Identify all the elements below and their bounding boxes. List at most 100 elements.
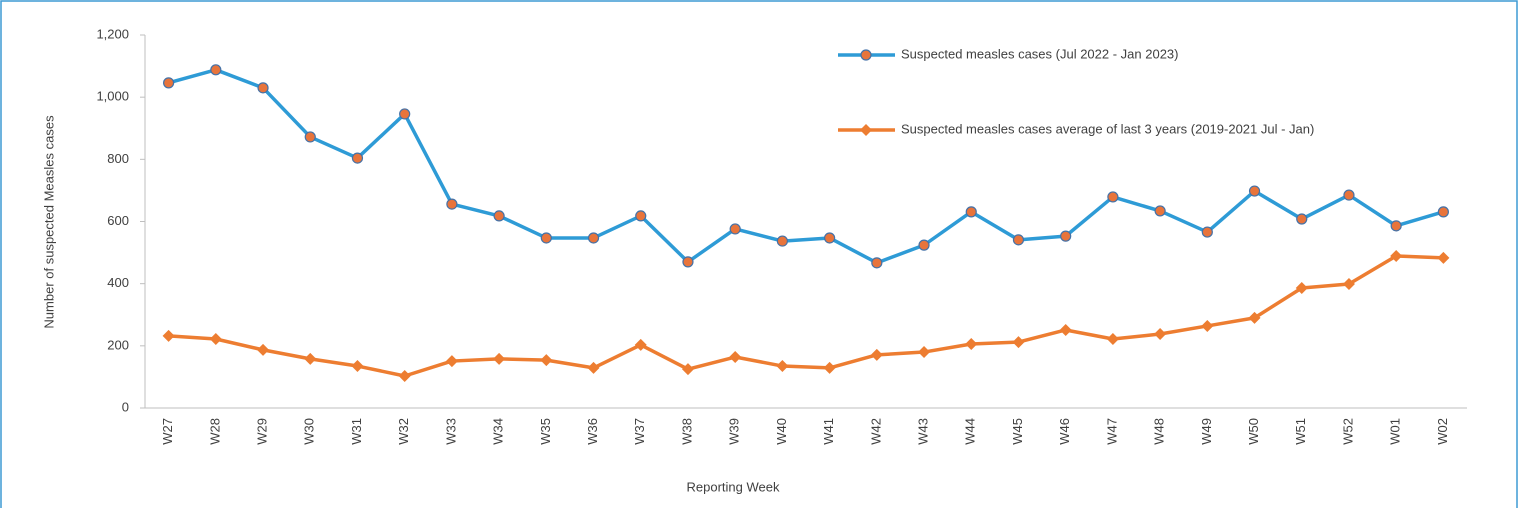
point bbox=[871, 257, 883, 269]
point bbox=[776, 360, 789, 373]
x-tick-label: W50 bbox=[1246, 418, 1261, 445]
x-tick-label: W36 bbox=[585, 418, 600, 445]
point bbox=[682, 256, 694, 268]
legend-label: Suspected measles cases (Jul 2022 - Jan … bbox=[901, 46, 1179, 61]
x-tick-label: W28 bbox=[207, 418, 222, 445]
y-tick-label: 400 bbox=[107, 275, 129, 290]
point bbox=[162, 329, 175, 342]
point bbox=[399, 108, 411, 120]
point bbox=[870, 348, 883, 361]
x-tick-label: W39 bbox=[727, 418, 742, 445]
point bbox=[209, 332, 222, 345]
x-tick-label: W31 bbox=[349, 418, 364, 445]
point bbox=[398, 369, 411, 382]
point bbox=[1201, 226, 1213, 238]
point bbox=[965, 206, 977, 218]
point bbox=[1059, 323, 1072, 336]
point bbox=[1107, 191, 1119, 203]
y-axis-title: Number of suspected Measles cases bbox=[41, 115, 56, 329]
x-tick-label: W43 bbox=[915, 418, 930, 445]
y-tick-label: 1,000 bbox=[96, 89, 129, 104]
x-tick-label: W40 bbox=[774, 418, 789, 445]
point bbox=[824, 232, 836, 244]
point bbox=[351, 360, 364, 373]
point bbox=[1296, 213, 1308, 225]
point bbox=[163, 77, 175, 89]
point bbox=[304, 352, 317, 365]
point bbox=[493, 210, 505, 222]
point bbox=[540, 354, 553, 367]
point bbox=[1248, 185, 1261, 197]
point bbox=[729, 223, 741, 235]
point bbox=[918, 239, 930, 251]
point bbox=[1154, 328, 1167, 341]
point bbox=[681, 363, 694, 376]
point bbox=[635, 210, 647, 222]
point bbox=[965, 337, 978, 350]
x-tick-label: W41 bbox=[821, 418, 836, 445]
y-tick-label: 600 bbox=[107, 213, 129, 228]
point bbox=[445, 355, 458, 368]
point bbox=[210, 64, 222, 76]
point bbox=[257, 343, 270, 356]
point bbox=[1248, 311, 1261, 324]
x-tick-label: W52 bbox=[1340, 418, 1355, 445]
x-tick-label: W29 bbox=[254, 418, 269, 445]
y-tick-label: 0 bbox=[122, 399, 129, 414]
x-tick-label: W02 bbox=[1435, 418, 1450, 445]
x-tick-label: W27 bbox=[160, 418, 175, 445]
x-tick-label: W49 bbox=[1199, 418, 1214, 445]
point bbox=[1012, 336, 1025, 349]
x-tick-label: W34 bbox=[491, 418, 506, 445]
x-tick-label: W46 bbox=[1057, 418, 1072, 445]
x-tick-label: W48 bbox=[1152, 418, 1167, 445]
point bbox=[304, 131, 316, 143]
point bbox=[1201, 319, 1214, 332]
point bbox=[1437, 251, 1450, 264]
point bbox=[823, 361, 836, 374]
point bbox=[446, 198, 458, 210]
point bbox=[918, 346, 931, 359]
y-tick-label: 800 bbox=[107, 151, 129, 166]
x-tick-label: W42 bbox=[868, 418, 883, 445]
point bbox=[634, 338, 647, 351]
point bbox=[587, 361, 600, 374]
x-tick-label: W33 bbox=[443, 418, 458, 445]
point bbox=[1343, 189, 1355, 201]
point bbox=[1437, 206, 1449, 218]
x-tick-label: W32 bbox=[396, 418, 411, 445]
point bbox=[1012, 234, 1025, 246]
point bbox=[729, 351, 742, 364]
x-tick-label: W51 bbox=[1293, 418, 1308, 445]
x-tick-label: W45 bbox=[1010, 418, 1025, 445]
x-tick-label: W47 bbox=[1104, 418, 1119, 445]
x-tick-label: W37 bbox=[632, 418, 647, 445]
x-tick-label: W35 bbox=[538, 418, 553, 445]
point bbox=[1342, 277, 1355, 290]
legend-label: Suspected measles cases average of last … bbox=[901, 121, 1314, 136]
y-tick-label: 1,200 bbox=[96, 26, 129, 41]
x-tick-label: W30 bbox=[302, 418, 317, 445]
x-tick-label: W38 bbox=[679, 418, 694, 445]
point bbox=[257, 82, 269, 94]
point bbox=[776, 235, 788, 247]
series-line bbox=[168, 254, 1444, 378]
point bbox=[1060, 230, 1072, 242]
point bbox=[493, 352, 506, 365]
point bbox=[860, 49, 872, 61]
x-tick-label: W01 bbox=[1388, 418, 1403, 445]
point bbox=[1106, 332, 1119, 345]
point bbox=[1390, 250, 1403, 263]
point bbox=[351, 152, 364, 164]
point bbox=[540, 232, 552, 244]
series-line bbox=[168, 68, 1444, 265]
x-tick-label: W44 bbox=[963, 418, 978, 445]
point bbox=[1295, 282, 1308, 295]
y-tick-label: 200 bbox=[107, 337, 129, 352]
point bbox=[860, 124, 872, 136]
x-axis-title: Reporting Week bbox=[687, 479, 780, 494]
point bbox=[1154, 205, 1166, 217]
point bbox=[587, 232, 600, 244]
